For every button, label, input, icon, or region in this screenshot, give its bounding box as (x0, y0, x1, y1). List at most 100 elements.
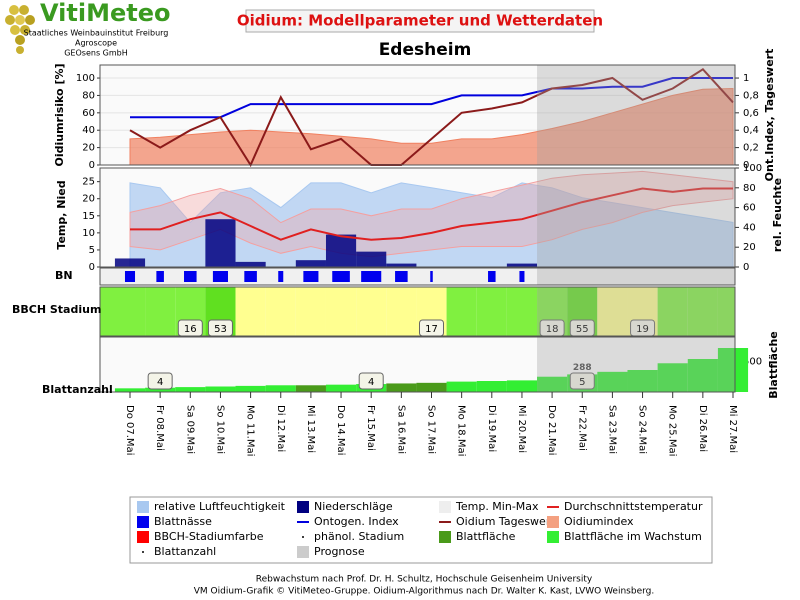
legend-swatch (439, 531, 451, 543)
legend-swatch (547, 516, 559, 528)
forecast-shade (537, 168, 735, 267)
leaf-area (205, 386, 236, 392)
stage-band (446, 287, 477, 336)
forecast-shade (537, 268, 735, 285)
x-tick-label: Mi 20.Mai (516, 405, 527, 453)
stage-band (325, 287, 357, 336)
y2-tick-label: 0,4 (743, 125, 759, 136)
leaf-area (687, 359, 718, 392)
x-tick-label: So 24.Mai (637, 405, 648, 454)
leaf-area (295, 385, 326, 392)
precip-bar (386, 263, 417, 267)
y-axis-label: BN (55, 269, 73, 282)
precip-bar (356, 251, 387, 267)
legend-label: Prognose (314, 545, 365, 558)
legend-swatch (137, 501, 149, 513)
y2-tick-label: 0,2 (743, 143, 759, 154)
y2-axis-label: rel. Feuchte (771, 178, 784, 252)
value-label: 288 (573, 363, 592, 373)
area (129, 87, 734, 166)
leaf-wetness (212, 271, 228, 282)
y2-tick-label: 0,6 (743, 108, 759, 119)
leaf-wetness (184, 271, 197, 282)
legend-label: Blattfläche (456, 530, 516, 543)
leaf-wetness (303, 271, 319, 282)
panel-border (99, 286, 736, 337)
footer: Rebwachstum nach Prof. Dr. H. Schultz, H… (256, 575, 593, 585)
leaf-area (446, 381, 477, 392)
y2-tick-label: 100 (743, 163, 762, 174)
stage-band (506, 287, 538, 336)
legend-swatch (137, 531, 149, 543)
label-text: 4 (157, 377, 163, 388)
stage-band (295, 287, 326, 336)
leaf-area (597, 371, 628, 392)
legend-label: BBCH-Stadiumfarbe (154, 530, 264, 543)
leaf-area (265, 385, 296, 392)
label-text: 5 (579, 377, 585, 388)
precip-bar (506, 263, 538, 267)
label-text: 19 (636, 324, 649, 335)
x-tick-label: Mo 18.Mai (456, 405, 467, 456)
leaf-area (386, 383, 417, 392)
leaf-wetness (124, 271, 136, 282)
logo-line: GEOsens GmbH (64, 49, 128, 58)
y-tick-label: 5 (89, 245, 95, 256)
chart-subtitle: Edesheim (379, 40, 472, 60)
label-text: 16 (184, 324, 197, 335)
y-tick-label: 0 (89, 160, 95, 171)
chart-title: Oidium: Modellparameter und Wetterdaten (237, 12, 603, 30)
stage-band (687, 287, 718, 336)
x-tick-label: Mi 13.Mai (305, 405, 316, 453)
y-axis-label: BBCH Stadium (12, 303, 101, 316)
min-max-band (129, 170, 734, 258)
leaf-wetness (332, 271, 350, 282)
forecast-shade (537, 65, 735, 165)
y-tick-label: 15 (82, 211, 95, 222)
leaf-area (175, 387, 206, 392)
x-tick-label: Fr 08.Mai (154, 405, 165, 451)
y-axis-label: Blattanzahl (42, 383, 113, 396)
y2-tick-label: 1 (743, 73, 749, 84)
legend-swatch (137, 516, 149, 528)
leaf-wetness (519, 271, 525, 282)
leaf-area (657, 363, 688, 392)
x-tick-label: Do 07.Mai (124, 405, 135, 455)
x-tick-label: Di 12.Mai (275, 405, 286, 452)
y-tick-label: 25 (82, 177, 95, 188)
y2-tick-label: 0 (743, 262, 749, 273)
precip-bar (114, 258, 146, 267)
leaf-wetness (244, 271, 257, 282)
legend-label: phänol. Stadium (314, 530, 404, 543)
leaf-area (114, 388, 146, 392)
y-tick-label: 60 (82, 108, 95, 119)
leaf-area (325, 384, 357, 392)
label-box (569, 372, 595, 390)
stage-band (386, 287, 417, 336)
leaf-area (717, 348, 749, 392)
stage-band (100, 287, 146, 336)
x-tick-label: So 17.Mai (426, 405, 437, 454)
panel-border (99, 267, 736, 286)
y-axis-label: Oidiumrisiko [%] (53, 63, 66, 166)
leaf-wetness (430, 271, 433, 282)
x-tick-label: Do 14.Mai (335, 405, 346, 455)
y2-tick-label: 20 (743, 242, 756, 253)
leaf-area (506, 380, 538, 392)
y2-axis-label: Ont.Index, Tageswert (763, 49, 776, 182)
label-box (358, 372, 384, 390)
legend-swatch (439, 501, 451, 513)
label-text: 55 (576, 324, 589, 335)
y-tick-label: 40 (82, 125, 95, 136)
logo-line: Agroscope (75, 39, 117, 48)
leaf-wetness (488, 271, 496, 282)
leaf-area (416, 382, 447, 392)
x-tick-label: Mo 11.Mai (245, 405, 256, 456)
legend-label: Blattnässe (154, 515, 212, 528)
legend-box (129, 496, 713, 564)
y2-tick-label: 0,8 (743, 90, 759, 101)
stage-band (476, 287, 507, 336)
x-tick-label: Sa 09.Mai (184, 405, 195, 454)
title-box (245, 9, 595, 33)
